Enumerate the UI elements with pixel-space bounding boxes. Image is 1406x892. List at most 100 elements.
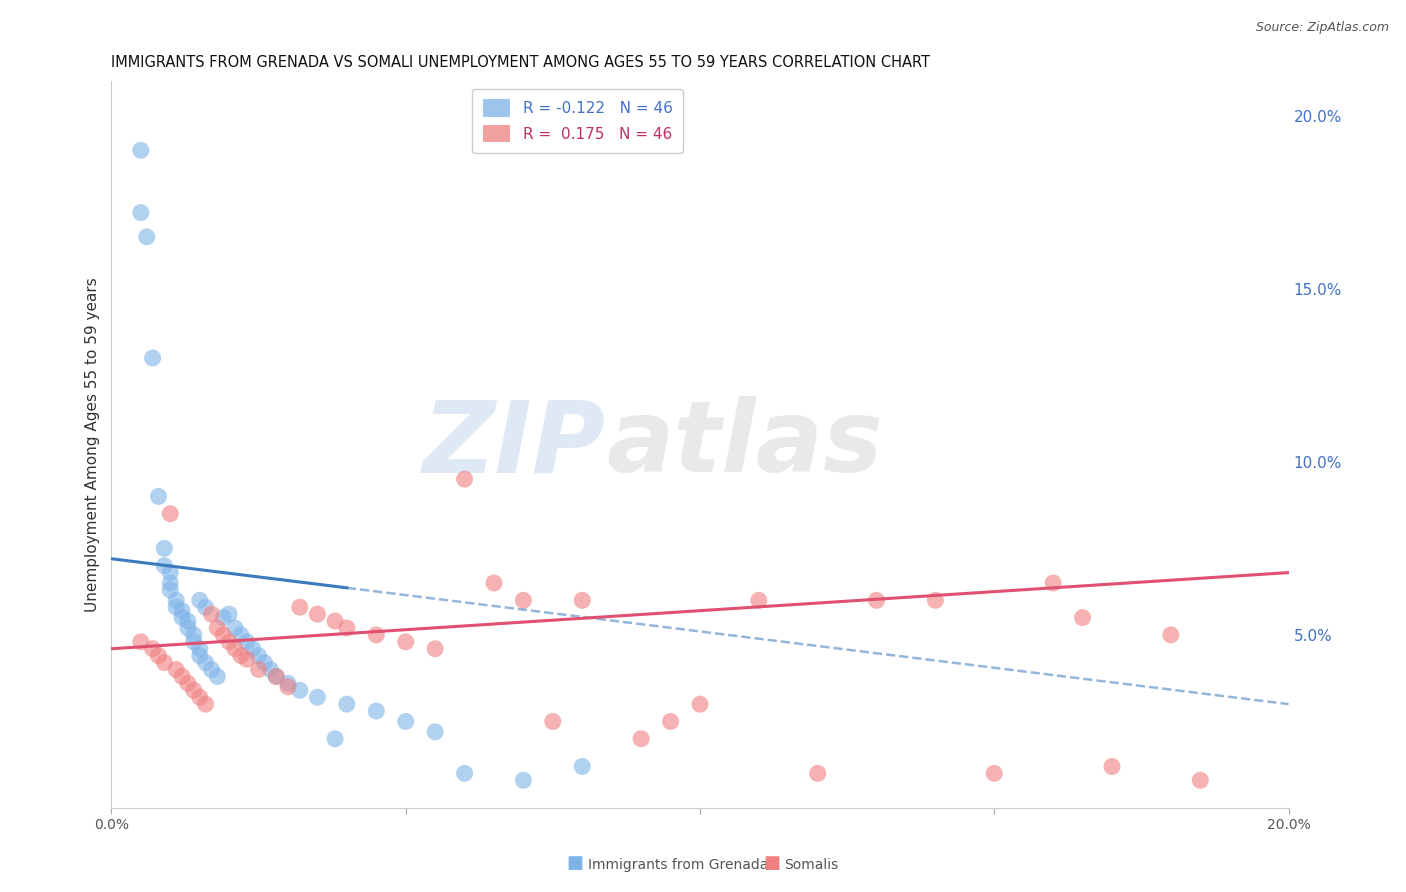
Point	[183, 628, 205, 642]
Text: IMMIGRANTS FROM GRENADA VS SOMALI UNEMPLOYMENT AMONG AGES 55 TO 59 YEARS CORRELA: IMMIGRANTS FROM GRENADA VS SOMALI UNEMPL…	[111, 55, 931, 70]
Point	[512, 773, 534, 788]
Point	[153, 656, 176, 670]
Point	[366, 704, 388, 718]
Point	[159, 566, 181, 580]
Point	[236, 652, 259, 666]
Point	[212, 628, 235, 642]
Point	[177, 621, 200, 635]
Point	[170, 610, 193, 624]
Point	[865, 593, 887, 607]
Point	[159, 582, 181, 597]
Text: Source: ZipAtlas.com: Source: ZipAtlas.com	[1256, 21, 1389, 35]
Point	[277, 680, 299, 694]
Point	[1101, 759, 1123, 773]
Point	[218, 607, 240, 621]
Point	[571, 759, 593, 773]
Point	[194, 697, 217, 711]
Point	[630, 731, 652, 746]
Point	[323, 614, 346, 628]
Point	[159, 576, 181, 591]
Point	[194, 656, 217, 670]
Text: ■: ■	[567, 855, 583, 872]
Point	[807, 766, 830, 780]
Point	[541, 714, 564, 729]
Point	[242, 641, 264, 656]
Point	[924, 593, 946, 607]
Point	[307, 690, 329, 705]
Point	[336, 697, 359, 711]
Point	[165, 593, 187, 607]
Point	[148, 490, 170, 504]
Point	[571, 593, 593, 607]
Point	[142, 351, 165, 365]
Point	[288, 683, 311, 698]
Point	[183, 635, 205, 649]
Point	[229, 648, 252, 663]
Point	[253, 656, 276, 670]
Text: Immigrants from Grenada: Immigrants from Grenada	[588, 858, 768, 872]
Point	[453, 472, 475, 486]
Point	[183, 683, 205, 698]
Point	[224, 621, 246, 635]
Point	[983, 766, 1005, 780]
Legend: R = -0.122   N = 46, R =  0.175   N = 46: R = -0.122 N = 46, R = 0.175 N = 46	[472, 88, 683, 153]
Text: Somalis: Somalis	[785, 858, 839, 872]
Point	[395, 714, 418, 729]
Point	[135, 229, 157, 244]
Point	[159, 507, 181, 521]
Point	[165, 663, 187, 677]
Point	[659, 714, 682, 729]
Point	[689, 697, 711, 711]
Text: atlas: atlas	[606, 396, 883, 493]
Point	[224, 641, 246, 656]
Point	[748, 593, 770, 607]
Point	[323, 731, 346, 746]
Point	[366, 628, 388, 642]
Y-axis label: Unemployment Among Ages 55 to 59 years: Unemployment Among Ages 55 to 59 years	[86, 277, 100, 612]
Point	[512, 593, 534, 607]
Point	[482, 576, 505, 591]
Point	[142, 641, 165, 656]
Point	[264, 669, 287, 683]
Point	[395, 635, 418, 649]
Point	[153, 541, 176, 556]
Point	[153, 558, 176, 573]
Point	[129, 205, 152, 219]
Text: ZIP: ZIP	[423, 396, 606, 493]
Point	[212, 610, 235, 624]
Point	[207, 621, 229, 635]
Point	[177, 676, 200, 690]
Point	[423, 724, 446, 739]
Point	[288, 600, 311, 615]
Point	[194, 600, 217, 615]
Point	[336, 621, 359, 635]
Point	[200, 607, 222, 621]
Point	[236, 635, 259, 649]
Point	[129, 635, 152, 649]
Point	[264, 669, 287, 683]
Point	[259, 663, 281, 677]
Point	[129, 143, 152, 157]
Point	[1042, 576, 1064, 591]
Point	[188, 648, 211, 663]
Point	[423, 641, 446, 656]
Point	[247, 648, 270, 663]
Point	[188, 641, 211, 656]
Point	[247, 663, 270, 677]
Text: ■: ■	[763, 855, 780, 872]
Point	[218, 635, 240, 649]
Point	[207, 669, 229, 683]
Point	[453, 766, 475, 780]
Point	[148, 648, 170, 663]
Point	[1160, 628, 1182, 642]
Point	[229, 628, 252, 642]
Point	[307, 607, 329, 621]
Point	[188, 690, 211, 705]
Point	[165, 600, 187, 615]
Point	[277, 676, 299, 690]
Point	[177, 614, 200, 628]
Point	[1071, 610, 1094, 624]
Point	[1189, 773, 1212, 788]
Point	[170, 669, 193, 683]
Point	[188, 593, 211, 607]
